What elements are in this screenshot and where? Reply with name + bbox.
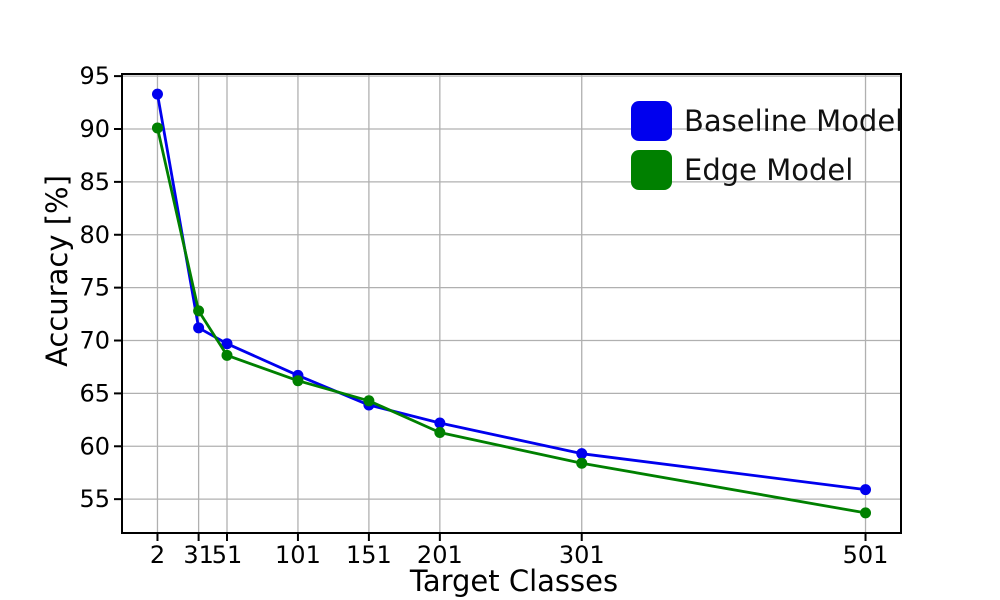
marker-edge-model-x201 bbox=[434, 427, 446, 439]
marker-baseline-model-x2 bbox=[151, 88, 163, 100]
gridlines bbox=[122, 74, 901, 533]
x-tick-label-2: 2 bbox=[150, 541, 165, 569]
x-tick-label-501: 501 bbox=[843, 541, 889, 569]
x-tick-label-301: 301 bbox=[559, 541, 605, 569]
legend-label-baseline-model: Baseline Model bbox=[684, 104, 903, 138]
y-tick-label-60: 60 bbox=[79, 432, 110, 460]
x-tick-label-51: 51 bbox=[212, 541, 243, 569]
legend-label-edge-model: Edge Model bbox=[684, 153, 853, 187]
y-tick-label-65: 65 bbox=[79, 379, 110, 407]
marker-edge-model-x101 bbox=[292, 375, 304, 387]
data-series bbox=[151, 88, 872, 519]
marker-baseline-model-x301 bbox=[576, 448, 588, 460]
y-tick-label-95: 95 bbox=[79, 62, 110, 90]
x-tick-label-201: 201 bbox=[417, 541, 463, 569]
y-tick-label-90: 90 bbox=[79, 115, 110, 143]
x-tick-label-101: 101 bbox=[275, 541, 321, 569]
marker-edge-model-x301 bbox=[576, 457, 588, 469]
y-axis-title: Accuracy [%] bbox=[40, 175, 74, 367]
y-tick-label-75: 75 bbox=[79, 274, 110, 302]
y-tick-label-80: 80 bbox=[79, 221, 110, 249]
marker-edge-model-x2 bbox=[151, 122, 163, 134]
x-tick-label-31: 31 bbox=[183, 541, 214, 569]
marker-edge-model-x501 bbox=[860, 507, 872, 519]
marker-baseline-model-x51 bbox=[221, 338, 233, 350]
y-tick-label-70: 70 bbox=[79, 327, 110, 355]
marker-edge-model-x51 bbox=[221, 349, 233, 361]
x-tick-label-151: 151 bbox=[346, 541, 392, 569]
plot-area-border bbox=[121, 73, 902, 534]
series-line-edge-model bbox=[156, 127, 866, 515]
marker-baseline-model-x201 bbox=[434, 417, 446, 429]
marker-baseline-model-x31 bbox=[193, 322, 205, 334]
marker-baseline-model-x501 bbox=[860, 484, 872, 496]
legend-swatch-edge-model bbox=[631, 150, 672, 190]
y-tick-label-85: 85 bbox=[79, 168, 110, 196]
x-axis-title: Target Classes bbox=[409, 564, 618, 598]
marker-edge-model-x31 bbox=[193, 305, 205, 317]
marker-edge-model-x151 bbox=[363, 395, 375, 407]
y-tick-label-55: 55 bbox=[79, 485, 110, 513]
legend-swatch-baseline-model bbox=[631, 101, 672, 141]
legend: Baseline Model Edge Model bbox=[631, 101, 903, 190]
